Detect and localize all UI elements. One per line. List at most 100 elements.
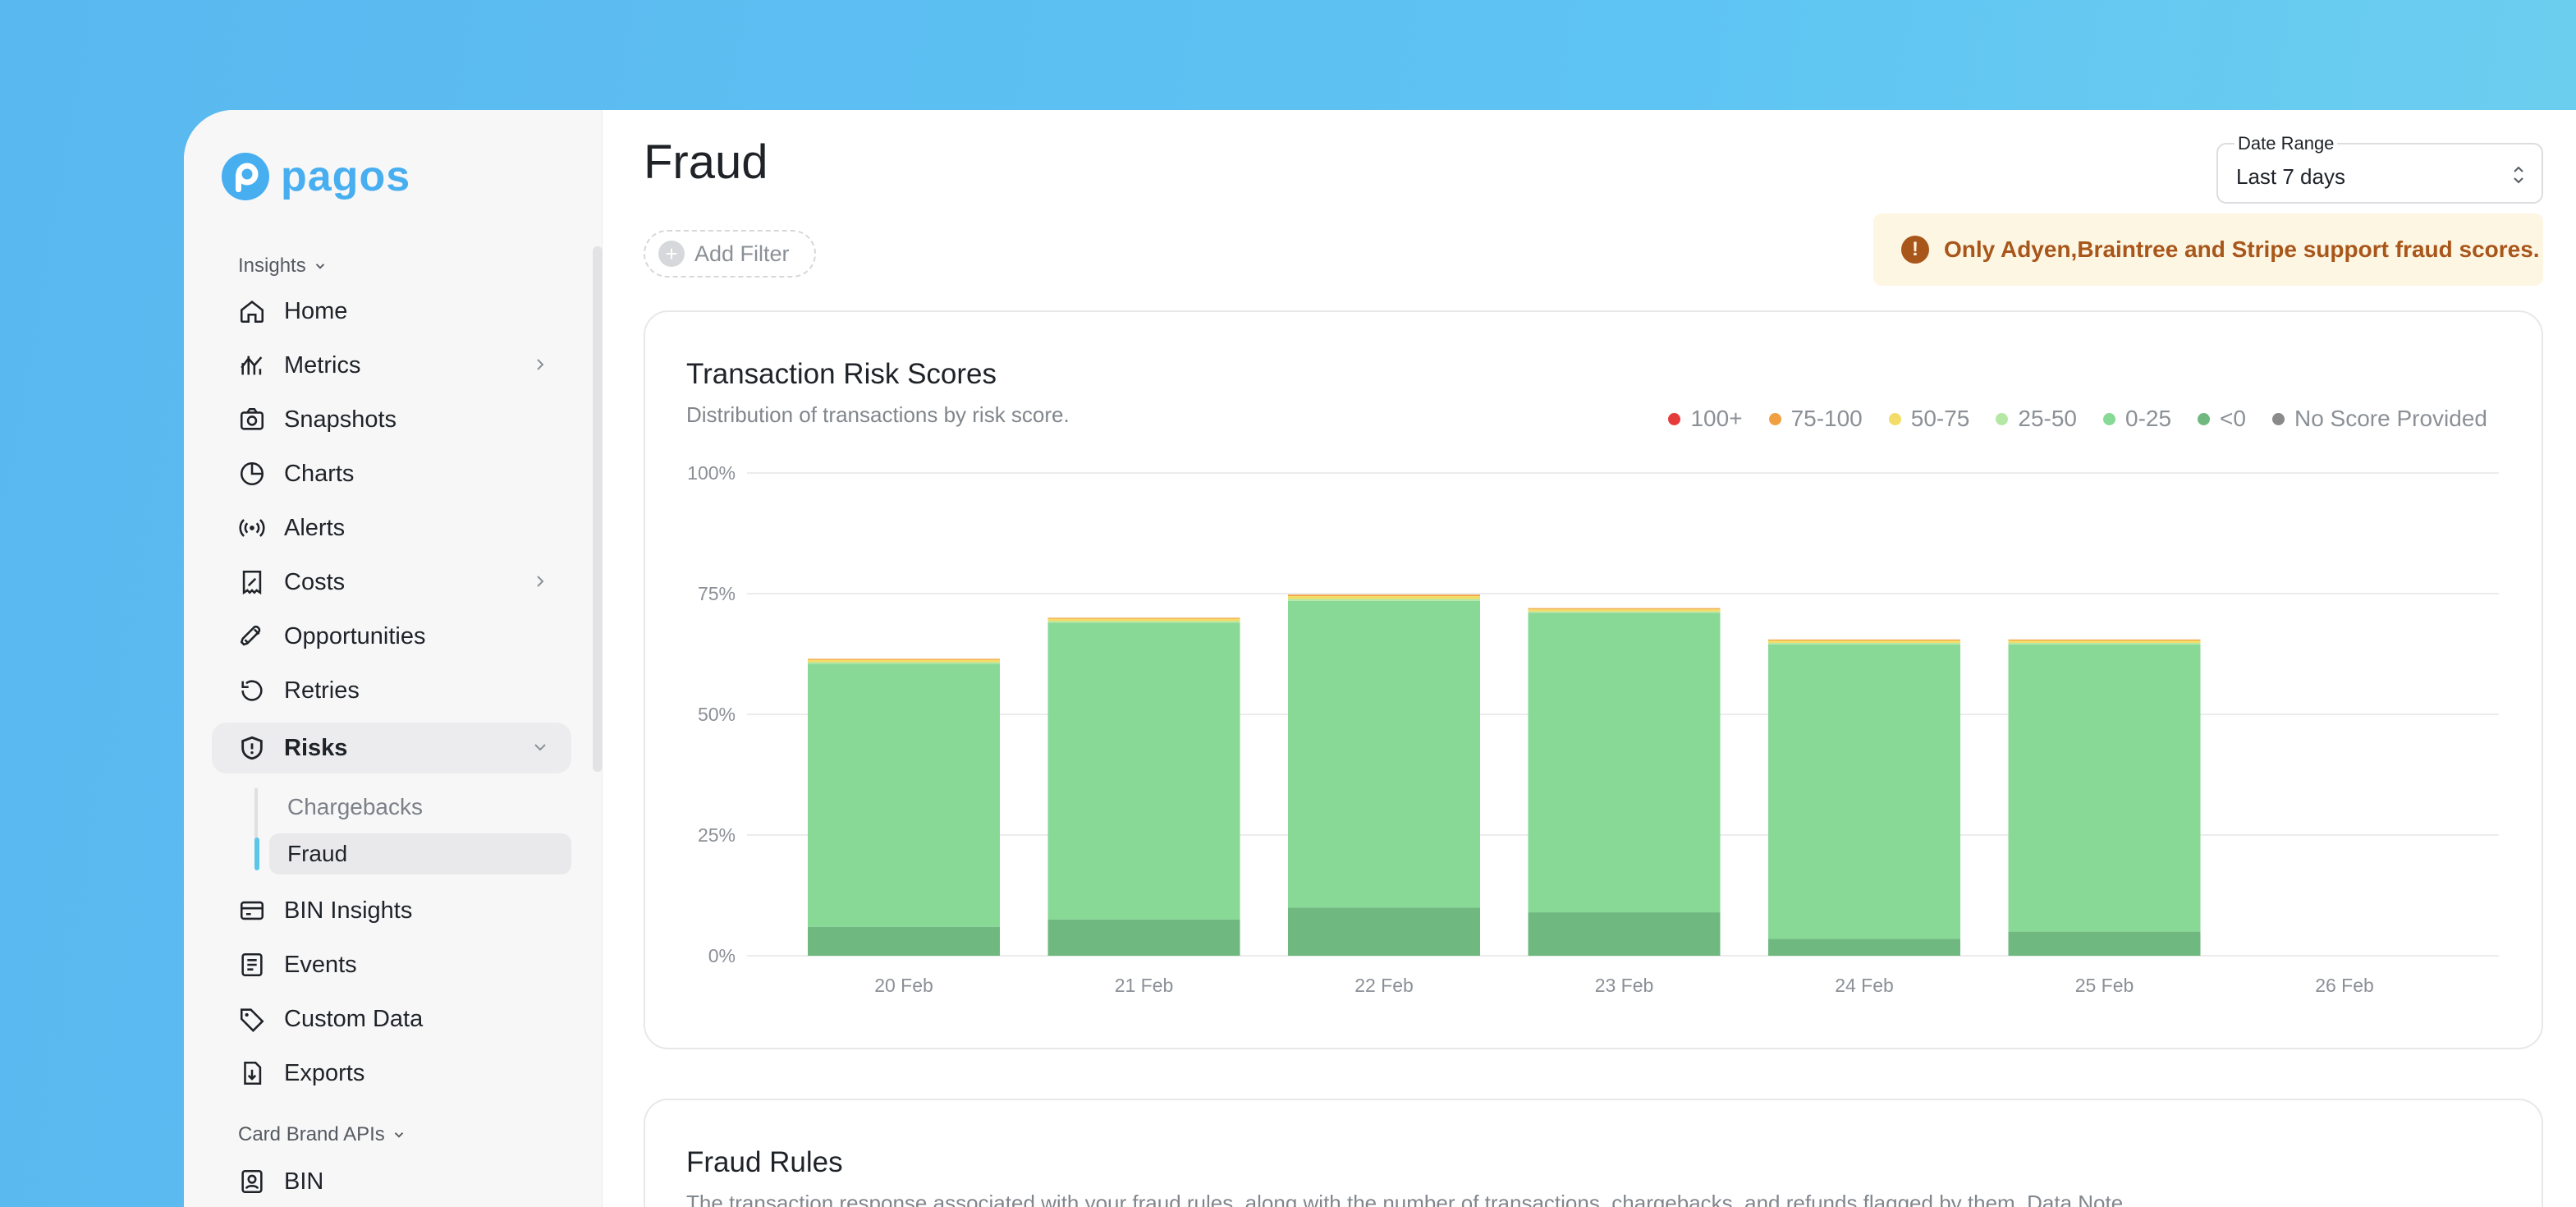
fraud-score-notice: ! Only Adyen,Braintree and Stripe suppor… <box>1873 213 2543 286</box>
sidebar: pagos Insights Home Metrics Snapshots Ch… <box>184 110 603 1207</box>
bar-segment <box>1047 621 1240 623</box>
risk-score-chart: 0% 25% 50% 75% 100% 20 Feb 21 Feb 22 Feb 23 Feb 2… <box>687 462 2499 996</box>
legend-label: 75-100 <box>1790 406 1863 431</box>
legend-item[interactable]: 50-75 <box>1888 406 1970 432</box>
section-card-brand-label: Card Brand APIs <box>238 1123 385 1145</box>
legend-item[interactable]: 25-50 <box>1996 406 2077 432</box>
y-tick-label: 25% <box>698 824 736 846</box>
rocket-icon <box>240 625 261 646</box>
app-window: pagos Insights Home Metrics Snapshots Ch… <box>184 110 2576 1207</box>
x-tick-label: 24 Feb <box>1835 975 1894 996</box>
legend-label: 100+ <box>1690 406 1743 431</box>
bar-segment <box>808 663 1000 927</box>
sidebar-item-label: Metrics <box>284 351 361 379</box>
sidebar-item-custom-data[interactable]: Custom Data <box>212 994 571 1044</box>
sidebar-item-opportunities[interactable]: Opportunities <box>212 611 571 662</box>
chevron-right-icon <box>537 576 544 587</box>
bar-segment <box>2008 931 2201 956</box>
bar-segment <box>1047 618 1240 622</box>
date-range-select[interactable]: Date Range Last 7 days <box>2216 133 2543 204</box>
bar-segment <box>1768 644 1960 939</box>
subnav-line <box>254 788 258 854</box>
sidebar-item-retries[interactable]: Retries <box>212 665 571 716</box>
sidebar-item-label: Snapshots <box>284 406 397 433</box>
add-filter-button[interactable]: + Add Filter <box>644 230 816 278</box>
legend-item[interactable]: No Score Provided <box>2271 406 2487 432</box>
plus-icon: + <box>658 241 685 267</box>
export-icon <box>244 1061 262 1085</box>
sidebar-item-home[interactable]: Home <box>212 286 571 337</box>
select-arrows-icon <box>2514 166 2523 184</box>
date-range-value: Last 7 days <box>2236 164 2345 189</box>
x-tick-label: 26 Feb <box>2315 975 2374 996</box>
bar-segment <box>2008 642 2201 645</box>
date-range-label: Date Range <box>2235 133 2338 154</box>
sidebar-subitem-fraud[interactable]: Fraud <box>269 833 571 874</box>
chevron-down-icon <box>534 744 546 751</box>
sidebar-item-costs[interactable]: Costs <box>212 557 571 608</box>
legend-item[interactable]: <0 <box>2198 406 2246 432</box>
bar-segment <box>1528 912 1721 956</box>
sidebar-item-exports[interactable]: Exports <box>212 1048 571 1099</box>
section-insights[interactable]: Insights <box>238 255 328 278</box>
logo[interactable]: pagos <box>220 151 410 202</box>
y-tick-label: 0% <box>708 945 736 966</box>
legend-label: 50-75 <box>1910 406 1970 431</box>
sidebar-subitem-chargebacks[interactable]: Chargebacks <box>269 787 571 828</box>
sidebar-item-label: Risks <box>284 734 348 761</box>
legend-dot <box>1888 412 1901 425</box>
sidebar-item-label: Opportunities <box>284 622 426 649</box>
sidebar-item-label: Home <box>284 297 348 324</box>
bar-segment <box>808 926 1000 956</box>
fraud-rules-card: Fraud Rules The transaction response ass… <box>644 1099 2543 1207</box>
legend-dot <box>2103 412 2115 425</box>
sidebar-item-label: Events <box>284 951 357 978</box>
section-card-brand-apis[interactable]: Card Brand APIs <box>238 1123 406 1146</box>
legend-label: No Score Provided <box>2294 406 2487 431</box>
card-icon <box>240 901 264 920</box>
sidebar-item-bin[interactable]: BIN <box>212 1156 571 1207</box>
sidebar-item-charts[interactable]: Charts <box>212 448 571 499</box>
chevron-down-icon <box>315 264 324 269</box>
x-tick-label: 21 Feb <box>1115 975 1174 996</box>
y-tick-label: 75% <box>698 583 736 604</box>
bar-segment <box>808 659 1000 663</box>
list-icon <box>241 952 263 977</box>
pagos-logo-icon <box>222 153 269 200</box>
bar-segment <box>1768 640 1960 643</box>
bar-segment <box>1768 642 1960 645</box>
y-tick-label: 100% <box>687 462 736 484</box>
sidebar-item-label: Retries <box>284 677 360 704</box>
bar-segment <box>1528 608 1721 609</box>
sidebar-item-metrics[interactable]: Metrics <box>212 340 571 391</box>
sidebar-item-label: Exports <box>284 1059 365 1086</box>
receipt-icon <box>242 570 262 595</box>
y-tick-label: 50% <box>698 704 736 725</box>
badge-icon <box>241 1169 263 1194</box>
bar-segment <box>1047 617 1240 619</box>
legend-item[interactable]: 0-25 <box>2103 406 2171 432</box>
legend-item[interactable]: 100+ <box>1668 406 1743 432</box>
sidebar-item-events[interactable]: Events <box>212 939 571 990</box>
subitem-label: Chargebacks <box>287 794 423 819</box>
sidebar-item-alerts[interactable]: Alerts <box>212 503 571 553</box>
home-icon <box>240 301 264 324</box>
sidebar-item-bin-insights[interactable]: BIN Insights <box>212 885 571 936</box>
bar-segment <box>1768 939 1960 956</box>
bar-segment <box>808 662 1000 664</box>
bar-segment <box>1047 919 1240 956</box>
x-tick-label: 25 Feb <box>2075 975 2134 996</box>
bar-segment <box>1288 594 1480 596</box>
card-subtitle: Distribution of transactions by risk sco… <box>686 402 1070 427</box>
sidebar-scrollbar[interactable] <box>593 246 603 772</box>
refresh-icon <box>241 680 263 701</box>
legend-dot <box>2271 412 2285 425</box>
bar-segment <box>1528 611 1721 613</box>
bar-segment <box>1288 907 1480 956</box>
sidebar-item-risks[interactable]: Risks <box>212 723 571 773</box>
sidebar-item-label: Costs <box>284 568 346 595</box>
sidebar-item-snapshots[interactable]: Snapshots <box>212 394 571 445</box>
notice-text: Only Adyen,Braintree and Stripe support … <box>1944 236 2540 262</box>
legend-item[interactable]: 75-100 <box>1768 406 1863 432</box>
shield-icon <box>241 736 263 760</box>
